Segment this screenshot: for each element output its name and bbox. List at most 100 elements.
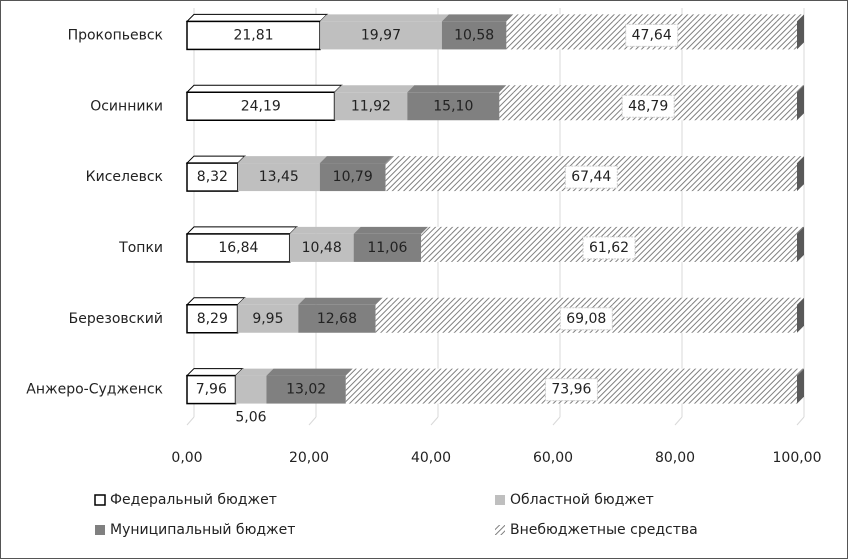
value-label: 16,84 (218, 240, 258, 256)
legend-swatch (495, 495, 505, 505)
bar-top (334, 85, 415, 93)
bar (407, 92, 500, 121)
bar (186, 233, 291, 263)
bar-top (298, 297, 383, 305)
label-box (544, 378, 598, 402)
x-tick-label: 40,00 (411, 450, 451, 466)
bar (319, 163, 386, 192)
value-label: 10,58 (454, 27, 494, 43)
grid-floor (674, 416, 683, 426)
value-label: 15,10 (433, 98, 473, 114)
bar (186, 304, 239, 334)
value-label: 13,45 (259, 169, 299, 185)
legend-swatch (94, 494, 106, 506)
value-label: 61,62 (589, 240, 629, 256)
value-label: 19,97 (361, 27, 401, 43)
value-label: 10,79 (333, 169, 373, 185)
bar-side (797, 85, 804, 121)
bar-top (185, 368, 244, 377)
legend-label: Областной бюджет (510, 492, 654, 508)
grid-floor (796, 416, 805, 426)
bar-top (235, 368, 274, 376)
bar-top (499, 85, 804, 93)
bar-top (320, 14, 449, 22)
label-box (564, 165, 618, 189)
value-label: 21,81 (233, 27, 273, 43)
value-label: 10,48 (302, 240, 342, 256)
bar (289, 233, 354, 262)
legend-label: Муниципальный бюджет (110, 522, 295, 538)
value-label: 73,96 (551, 382, 591, 398)
y-tick-label: Киселевск (86, 169, 163, 185)
y-tick-label: Прокопьевск (68, 27, 163, 43)
x-tick-label: 0,00 (171, 450, 202, 466)
bar-top (407, 85, 507, 93)
y-tick-label: Топки (118, 240, 163, 256)
bar-top (421, 226, 804, 234)
y-tick-label: Осинники (90, 98, 163, 114)
value-label: 12,68 (317, 311, 357, 327)
bar-top (266, 368, 353, 376)
grid-floor (430, 416, 439, 426)
value-label: 67,44 (571, 169, 611, 185)
bar-side (797, 14, 804, 50)
y-tick-label: Анжеро-Судженск (26, 382, 163, 398)
bar-top (319, 156, 393, 164)
legend-label: Федеральный бюджет (110, 492, 277, 508)
bar-top (385, 156, 804, 164)
bar (186, 374, 237, 405)
bar (235, 375, 267, 404)
bar-top (237, 297, 306, 305)
value-label: 11,92 (351, 98, 391, 114)
value-label: 7,96 (196, 382, 227, 398)
bar-side (797, 297, 804, 333)
bar (441, 21, 507, 50)
bar-top (375, 297, 804, 305)
bar-top (185, 297, 246, 306)
y-tick-label: Березовский (69, 311, 163, 327)
value-label: 69,08 (566, 311, 606, 327)
bar-side (797, 368, 804, 404)
bar-side (797, 226, 804, 262)
bar-top (353, 226, 429, 234)
bar (353, 233, 422, 262)
label-box (582, 236, 636, 260)
value-label: 13,02 (286, 382, 326, 398)
bar (237, 304, 299, 333)
bar (237, 163, 320, 192)
value-label: 9,95 (252, 311, 283, 327)
value-label: 8,29 (197, 311, 228, 327)
bar-top (185, 155, 246, 164)
bar-top (441, 14, 514, 22)
bar-top (237, 156, 327, 164)
bar-top (345, 368, 804, 376)
label-box (621, 94, 675, 118)
legend-swatch (495, 525, 505, 535)
x-tick-label: 100,00 (773, 450, 822, 466)
bar-top (185, 13, 329, 22)
label-box (559, 307, 613, 331)
value-label: 48,79 (628, 98, 668, 114)
grid-floor (552, 416, 561, 426)
label-box (625, 23, 679, 47)
value-label: 24,19 (241, 98, 281, 114)
bar-top (289, 226, 361, 234)
x-tick-label: 20,00 (289, 450, 329, 466)
bar (266, 375, 346, 404)
bar-side (797, 156, 804, 192)
bar (186, 20, 321, 51)
x-tick-label: 60,00 (533, 450, 573, 466)
bar-top (185, 84, 343, 93)
bar-top (506, 14, 804, 22)
grid-floor (186, 416, 195, 426)
bar (298, 304, 376, 333)
grid-floor (308, 416, 317, 426)
value-label: 5,06 (235, 410, 266, 426)
legend-label: Внебюджетные средства (510, 522, 698, 538)
value-label: 47,64 (632, 27, 672, 43)
bar (186, 162, 239, 192)
bar (320, 21, 442, 50)
bar (334, 92, 408, 121)
bar-top (185, 226, 298, 235)
